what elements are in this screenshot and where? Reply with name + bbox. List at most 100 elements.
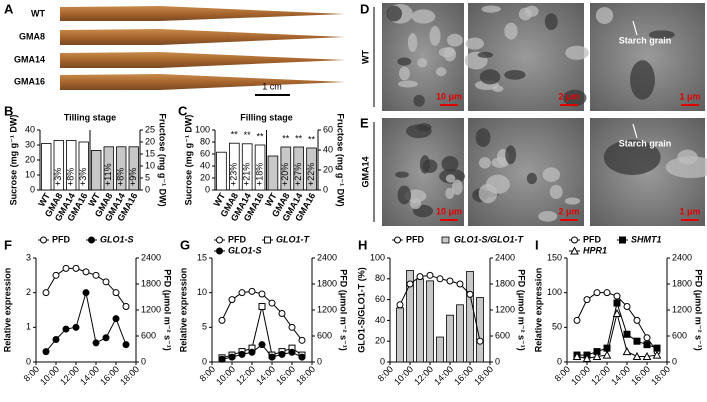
bar-annotation: +27%	[293, 163, 303, 186]
y-tick-label: 40	[200, 160, 210, 170]
panicle	[60, 29, 345, 45]
marker	[258, 341, 266, 349]
panel-letter: A	[4, 1, 14, 16]
significance: **	[244, 130, 252, 140]
cell-texture	[504, 69, 526, 80]
x-tick-label: 14:00	[432, 364, 455, 387]
panicle	[60, 52, 345, 68]
marker	[602, 350, 612, 359]
y-tick-label: 5	[202, 322, 207, 332]
y2-axis-label: PFD (μmol m⁻² s⁻¹)	[339, 269, 349, 351]
y2-tick-label: 20	[323, 164, 333, 174]
y2-tick-label: 600	[317, 330, 332, 340]
y-axis-label: Relative expression	[178, 268, 188, 353]
y-tick-label: 15	[197, 252, 207, 262]
y2-tick-label: 2400	[141, 252, 161, 262]
marker	[466, 290, 474, 298]
y-tick-label: 30	[25, 139, 35, 149]
cell-texture	[410, 198, 422, 210]
series-line	[45, 292, 127, 352]
scale-label: 10 μm	[436, 91, 462, 101]
marker	[72, 264, 80, 272]
y2-axis-label: PFD (μmol m⁻² s⁻¹)	[517, 269, 527, 351]
cell-texture	[538, 210, 558, 222]
marker	[613, 292, 621, 300]
marker	[583, 296, 591, 304]
y2-tick-label: 15	[145, 148, 155, 158]
marker	[228, 353, 236, 361]
marker	[593, 289, 601, 297]
x-tick-label: 16:00	[98, 364, 121, 387]
marker	[216, 236, 223, 244]
line-label: GMA8	[19, 31, 45, 41]
line-label: GMA16	[14, 76, 45, 86]
marker	[612, 308, 622, 317]
cell-texture	[564, 197, 581, 205]
marker	[82, 268, 90, 276]
bar-annotation: +3%	[53, 168, 63, 186]
bar	[41, 143, 52, 191]
marker	[278, 309, 286, 317]
cell-texture	[526, 172, 537, 185]
marker	[218, 355, 226, 363]
cell-texture	[386, 5, 403, 22]
y2-tick-label: 2400	[317, 252, 337, 262]
y2-axis-label: Fructose (mg g⁻¹ DW)	[336, 113, 346, 206]
marker	[623, 330, 631, 338]
marker	[623, 303, 631, 311]
y2-tick-label: 2400	[495, 252, 515, 262]
marker	[72, 323, 80, 331]
row-label: WT	[360, 50, 370, 64]
x-tick-label: 12:00	[412, 364, 435, 387]
bar	[267, 155, 279, 191]
marker	[436, 275, 444, 283]
cell-texture	[481, 5, 501, 13]
y-tick-label: 0	[557, 356, 562, 366]
line-label: GMA14	[14, 54, 45, 64]
y-tick-label: 3	[26, 252, 31, 262]
cell-texture	[677, 149, 698, 165]
cell-texture	[445, 174, 456, 183]
bar	[306, 147, 317, 191]
bar-annotation: +22%	[306, 163, 316, 186]
bar	[466, 271, 474, 363]
cell-texture	[413, 94, 425, 107]
bar	[280, 146, 292, 191]
y-axis-label: Sucrose (mg g⁻¹ DW)	[8, 115, 18, 206]
bar	[91, 149, 102, 191]
cell-texture	[441, 155, 459, 172]
bar-annotation: +8%	[66, 168, 76, 186]
scale-label: 1 cm	[262, 81, 282, 91]
cell-texture	[395, 171, 409, 178]
y2-tick-label: 20	[145, 136, 155, 146]
cell-texture	[565, 45, 589, 60]
y-tick-label: 100	[195, 124, 210, 134]
y2-tick-label: 1200	[672, 304, 692, 314]
significance: **	[257, 131, 265, 141]
x-tick-label: 18:00	[294, 364, 317, 387]
y2-tick-label: 1800	[672, 278, 692, 288]
marker	[112, 315, 120, 323]
bar	[229, 142, 240, 191]
y-tick-label: 0	[202, 356, 207, 366]
annotation-arrow	[632, 123, 638, 139]
marker	[603, 289, 611, 297]
marker	[102, 278, 110, 286]
cell-texture	[504, 22, 518, 40]
marker	[613, 299, 621, 307]
legend-label: HPR1	[583, 245, 607, 255]
marker	[216, 247, 223, 255]
y2-tick-label: 1800	[317, 278, 337, 288]
cell-texture	[595, 7, 614, 25]
legend-label: GLO1-S	[228, 245, 262, 255]
y-tick-label: 10	[197, 287, 207, 297]
bar	[406, 270, 414, 363]
cell-texture	[411, 9, 436, 24]
micrographs: WT 10 μm 2 μm 1 μm Starch grain GMA14 10 μm 2 μ…	[360, 3, 707, 226]
cell-texture	[397, 57, 412, 66]
marker	[82, 289, 90, 297]
cell-texture	[419, 155, 431, 174]
x-tick-label: 18:00	[472, 364, 495, 387]
marker	[416, 273, 424, 281]
marker	[570, 246, 579, 255]
